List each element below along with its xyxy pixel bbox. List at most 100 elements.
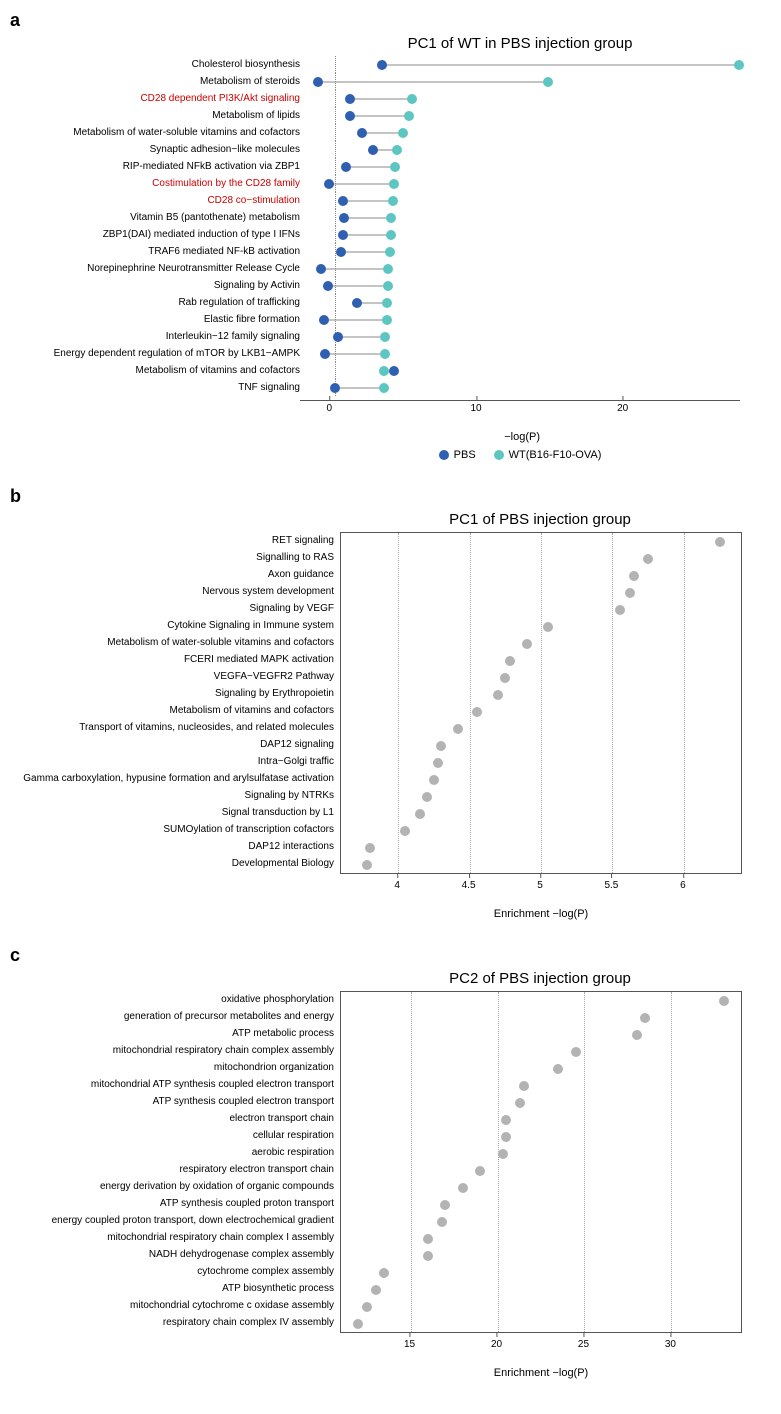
row-label: ATP synthesis coupled proton transport (10, 1198, 340, 1209)
tick-label: 20 (617, 403, 628, 414)
connector-line (324, 319, 387, 320)
connector-line (382, 64, 738, 65)
row-label: mitochondrial respiratory chain complex … (10, 1232, 340, 1243)
data-dot (571, 1047, 581, 1057)
dot-wt (383, 264, 393, 274)
data-dot (429, 775, 439, 785)
data-dot (519, 1081, 529, 1091)
row-label: energy coupled proton transport, down el… (10, 1215, 340, 1226)
row-label: respiratory chain complex IV assembly (10, 1317, 340, 1328)
dot-wt (380, 349, 390, 359)
axis-tick: 4 (394, 878, 400, 891)
data-dot (643, 554, 653, 564)
zero-line (335, 209, 336, 226)
chart-row: Energy dependent regulation of mTOR by L… (10, 345, 771, 362)
row-label: Norepinephrine Neurotransmitter Release … (10, 263, 306, 274)
plot-cell (306, 175, 746, 192)
data-dot (423, 1234, 433, 1244)
dot-pbs (338, 196, 348, 206)
chart-row: ZBP1(DAI) mediated induction of type I I… (10, 226, 771, 243)
tick-label: 10 (470, 403, 481, 414)
tick-label: 25 (578, 1339, 589, 1350)
chart-row: Vitamin B5 (pantothenate) metabolism (10, 209, 771, 226)
chart-row: Costimulation by the CD28 family (10, 175, 771, 192)
plot-cell (306, 73, 746, 90)
chart-row: Elastic fibre formation (10, 311, 771, 328)
plot-row (341, 720, 741, 737)
zero-line (335, 294, 336, 311)
row-label: Signaling by Erythropoietin (10, 688, 340, 699)
dot-wt (382, 315, 392, 325)
plot-cell (306, 277, 746, 294)
data-dot (522, 639, 532, 649)
plot-cell (306, 328, 746, 345)
x-axis: 44.555.56 (340, 878, 742, 906)
plot-row (341, 805, 741, 822)
row-label: Rab regulation of trafficking (10, 297, 306, 308)
row-label: Signalling to RAS (10, 552, 340, 563)
plot-row (341, 788, 741, 805)
data-dot (365, 843, 375, 853)
plot-cell (306, 226, 746, 243)
row-label: mitochondrion organization (10, 1062, 340, 1073)
zero-line (335, 158, 336, 175)
data-dot (629, 571, 639, 581)
plot-cell (306, 379, 746, 396)
tick-label: 5 (537, 880, 543, 891)
data-dot (453, 724, 463, 734)
dot-wt (379, 366, 389, 376)
row-label: Nervous system development (10, 586, 340, 597)
zero-line (335, 141, 336, 158)
dot-wt (380, 332, 390, 342)
dot-pbs (377, 60, 387, 70)
dot-wt (407, 94, 417, 104)
row-label: mitochondrial ATP synthesis coupled elec… (10, 1079, 340, 1090)
chart-row: CD28 co−stimulation (10, 192, 771, 209)
tick-label: 4 (394, 880, 400, 891)
chart-row: Interleukin−12 family signaling (10, 328, 771, 345)
data-dot (436, 741, 446, 751)
dot-pbs (345, 94, 355, 104)
row-label: Metabolism of vitamins and cofactors (10, 705, 340, 716)
connector-line (338, 336, 385, 337)
row-label: ZBP1(DAI) mediated induction of type I I… (10, 229, 306, 240)
row-label: Vitamin B5 (pantothenate) metabolism (10, 212, 306, 223)
row-label: cellular respiration (10, 1130, 340, 1141)
dot-pbs (323, 281, 333, 291)
plot-cell (306, 243, 746, 260)
chart-row: TNF signaling (10, 379, 771, 396)
row-label: Costimulation by the CD28 family (10, 178, 306, 189)
data-dot (423, 1251, 433, 1261)
chart-row: Rab regulation of trafficking (10, 294, 771, 311)
row-label: CD28 dependent PI3K/Akt signaling (10, 93, 306, 104)
data-dot (615, 605, 625, 615)
row-label: Metabolism of water-soluble vitamins and… (10, 637, 340, 648)
data-dot (505, 656, 515, 666)
axis-tick: 15 (404, 1337, 415, 1350)
row-label: Interleukin−12 family signaling (10, 331, 306, 342)
plot-cell (306, 345, 746, 362)
plot-row (341, 1111, 741, 1128)
row-label: RIP-mediated NFkB activation via ZBP1 (10, 161, 306, 172)
plot-row (341, 1145, 741, 1162)
data-dot (640, 1013, 650, 1023)
dot-pbs (324, 179, 334, 189)
dot-pbs (313, 77, 323, 87)
connector-line (346, 166, 396, 167)
data-dot (433, 758, 443, 768)
plot-row (341, 1281, 741, 1298)
tick-label: 20 (491, 1339, 502, 1350)
panel-a-chart: Cholesterol biosynthesisMetabolism of st… (10, 56, 771, 396)
dot-wt (398, 128, 408, 138)
data-dot (498, 1149, 508, 1159)
row-label: energy derivation by oxidation of organi… (10, 1181, 340, 1192)
plot-row (341, 1094, 741, 1111)
tick-label: 5.5 (604, 880, 618, 891)
row-label: Metabolism of water-soluble vitamins and… (10, 127, 306, 138)
axis-tick: 4.5 (462, 878, 476, 891)
chart-body: oxidative phosphorylationgeneration of p… (10, 991, 771, 1333)
data-dot (440, 1200, 450, 1210)
data-dot (379, 1268, 389, 1278)
legend-item: PBS (439, 449, 476, 461)
dot-wt (389, 179, 399, 189)
